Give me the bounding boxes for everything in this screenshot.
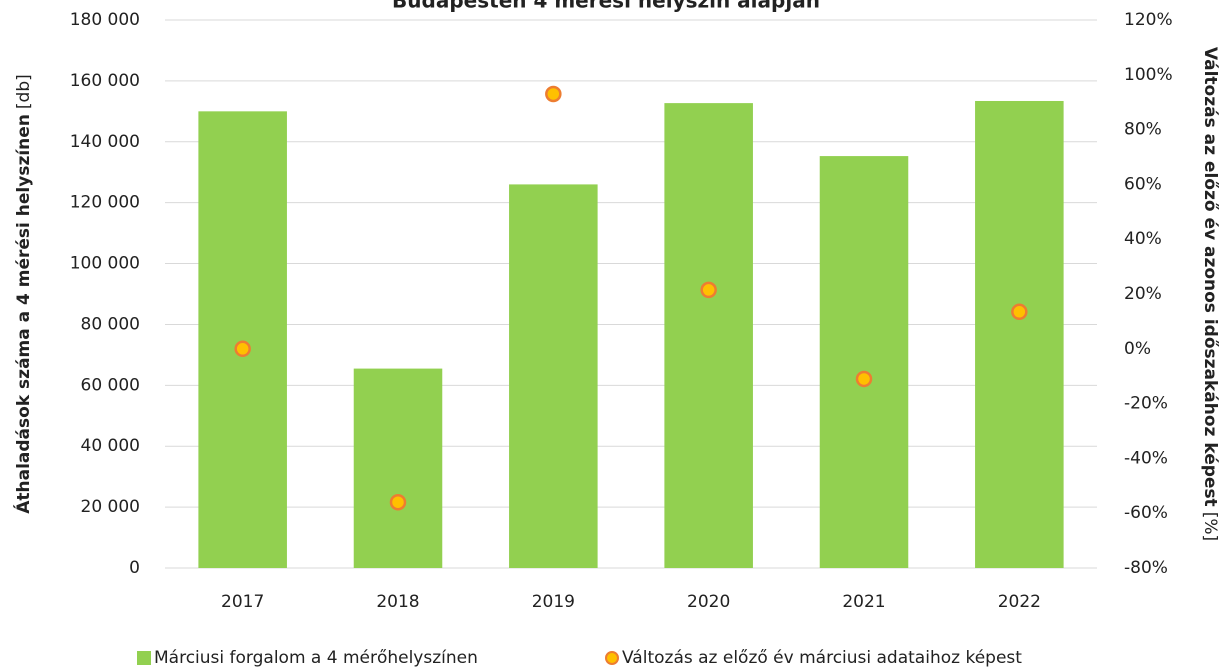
legend-swatch [605,651,619,665]
x-tick-label: 2018 [376,592,419,612]
y2-axis-label-main: Változás az előző év azonos időszakához … [1200,47,1220,507]
point [389,493,407,511]
bar [353,368,443,568]
y2-tick-label: 120% [1124,10,1173,30]
y2-tick-label: 0% [1124,339,1151,359]
y-tick-label: 180 000 [70,10,140,30]
x-tick-label: 2019 [532,592,575,612]
bar [819,156,909,568]
x-tick-label: 2017 [221,592,264,612]
bar [664,103,753,568]
y2-tick-label: 80% [1124,120,1162,140]
y2-tick-label: -80% [1124,558,1168,578]
x-tick-label: 2022 [998,592,1041,612]
legend-label: Változás az előző év márciusi adataihoz … [622,648,1022,668]
point [700,281,717,299]
y-axis-label-unit: [db] [14,74,34,109]
y2-tick-label: -40% [1124,448,1168,468]
bar [975,100,1064,568]
y2-tick-label: -20% [1124,394,1168,414]
y-axis-label-main: Áthaladások száma a 4 mérési helyszínen [12,114,34,514]
y-tick-label: 100 000 [70,254,140,274]
y-tick-label: 60 000 [81,375,140,395]
point [545,85,562,103]
y-tick-label: 140 000 [70,132,140,152]
point [855,370,873,388]
legend-swatch [137,651,151,665]
x-tick-label: 2021 [842,592,885,612]
y-tick-label: 120 000 [70,193,140,213]
legend-label: Márciusi forgalom a 4 mérőhelyszínen [154,648,478,668]
y2-tick-label: 20% [1124,284,1162,304]
y2-axis-label-unit: [%] [1200,512,1220,541]
point [234,340,251,358]
y-tick-label: 0 [129,558,140,578]
y2-tick-label: 40% [1124,229,1162,249]
y2-tick-label: -60% [1124,503,1168,523]
y2-axis-label: Változás az előző év azonos időszakához … [1200,47,1220,541]
y-axis-label: Áthaladások száma a 4 mérési helyszínen [… [12,74,34,514]
y2-tick-label: 60% [1124,174,1162,194]
bar [198,111,287,568]
y2-tick-label: 100% [1124,65,1173,85]
y-tick-label: 80 000 [81,314,140,334]
bar [509,184,598,568]
point [1011,303,1028,321]
y-tick-label: 160 000 [70,71,140,91]
y-tick-label: 40 000 [81,436,140,456]
x-tick-label: 2020 [687,592,730,612]
y-tick-label: 20 000 [81,497,140,517]
chart-title: Budapesten 4 mérési helyszín alapján [392,0,820,13]
